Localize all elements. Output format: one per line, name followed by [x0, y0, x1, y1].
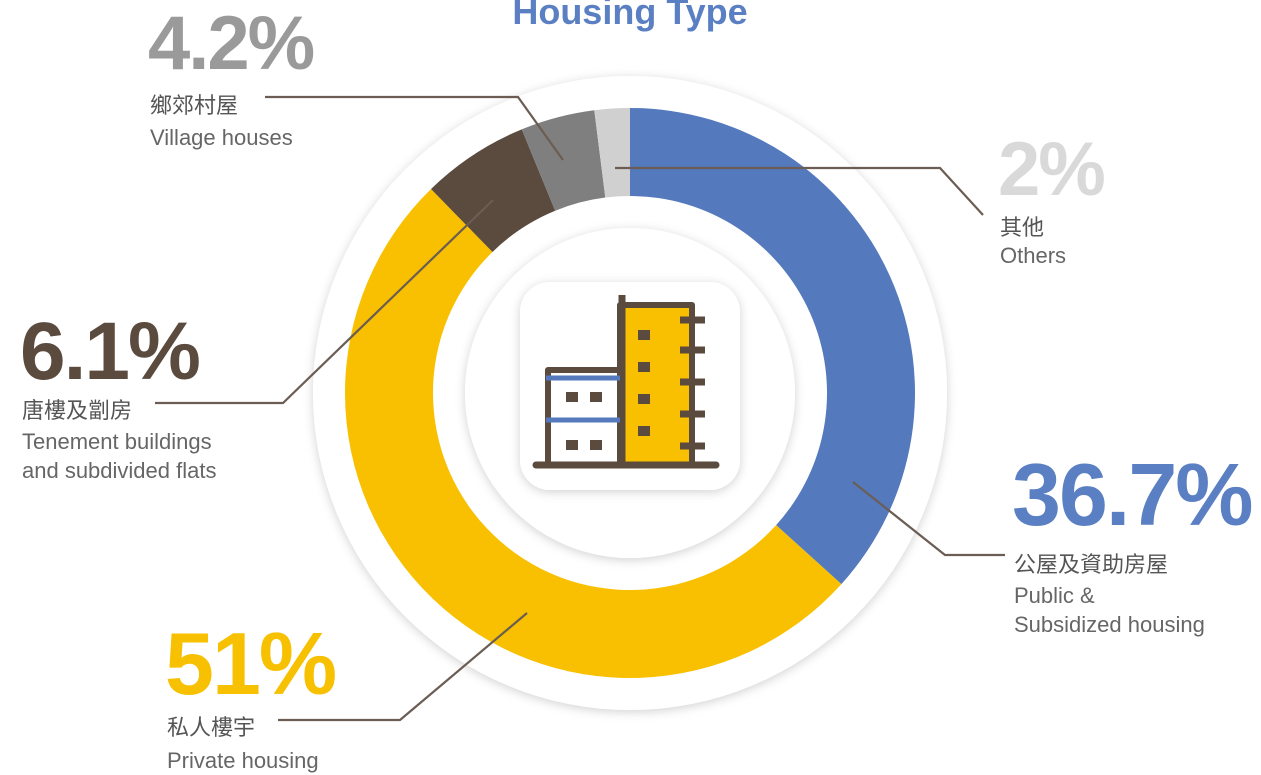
leader-line: [155, 199, 494, 405]
slice: [630, 108, 916, 585]
label-en: Others: [1000, 243, 1066, 268]
label-zh: 公屋及資助房屋: [1014, 552, 1168, 577]
label-en: Public &: [1014, 583, 1095, 608]
label-en: Tenement buildings: [22, 429, 212, 454]
label-en: Subsidized housing: [1014, 612, 1205, 637]
label-en: and subdivided flats: [22, 458, 216, 483]
label-zh: 私人樓宇: [167, 715, 255, 740]
leader-line: [278, 612, 528, 722]
chart-title: Housing Type: [512, 0, 747, 32]
slice: [594, 108, 630, 198]
leader-line: [852, 481, 1005, 557]
value-label: 51%: [165, 614, 335, 713]
label-en: Private housing: [167, 748, 319, 773]
value-label: 6.1%: [20, 306, 199, 397]
donut: [345, 108, 916, 678]
value-label: 36.7%: [1012, 445, 1252, 544]
leader-line: [615, 166, 984, 216]
label-zh: 其他: [1000, 215, 1044, 240]
slice: [431, 129, 556, 252]
label-en: Village houses: [150, 125, 293, 150]
value-label: 2%: [998, 127, 1104, 212]
label-zh: 唐樓及劏房: [22, 398, 132, 423]
leader-line: [265, 95, 564, 161]
building-icon: [520, 282, 740, 490]
labels: 36.7% 公屋及資助房屋 Public & Subsidized housing 51…: [20, 1, 1254, 773]
value-label: 4.2%: [148, 1, 314, 86]
label-zh: 鄉郊村屋: [150, 93, 238, 118]
slice: [345, 188, 842, 678]
slice: [521, 110, 606, 211]
